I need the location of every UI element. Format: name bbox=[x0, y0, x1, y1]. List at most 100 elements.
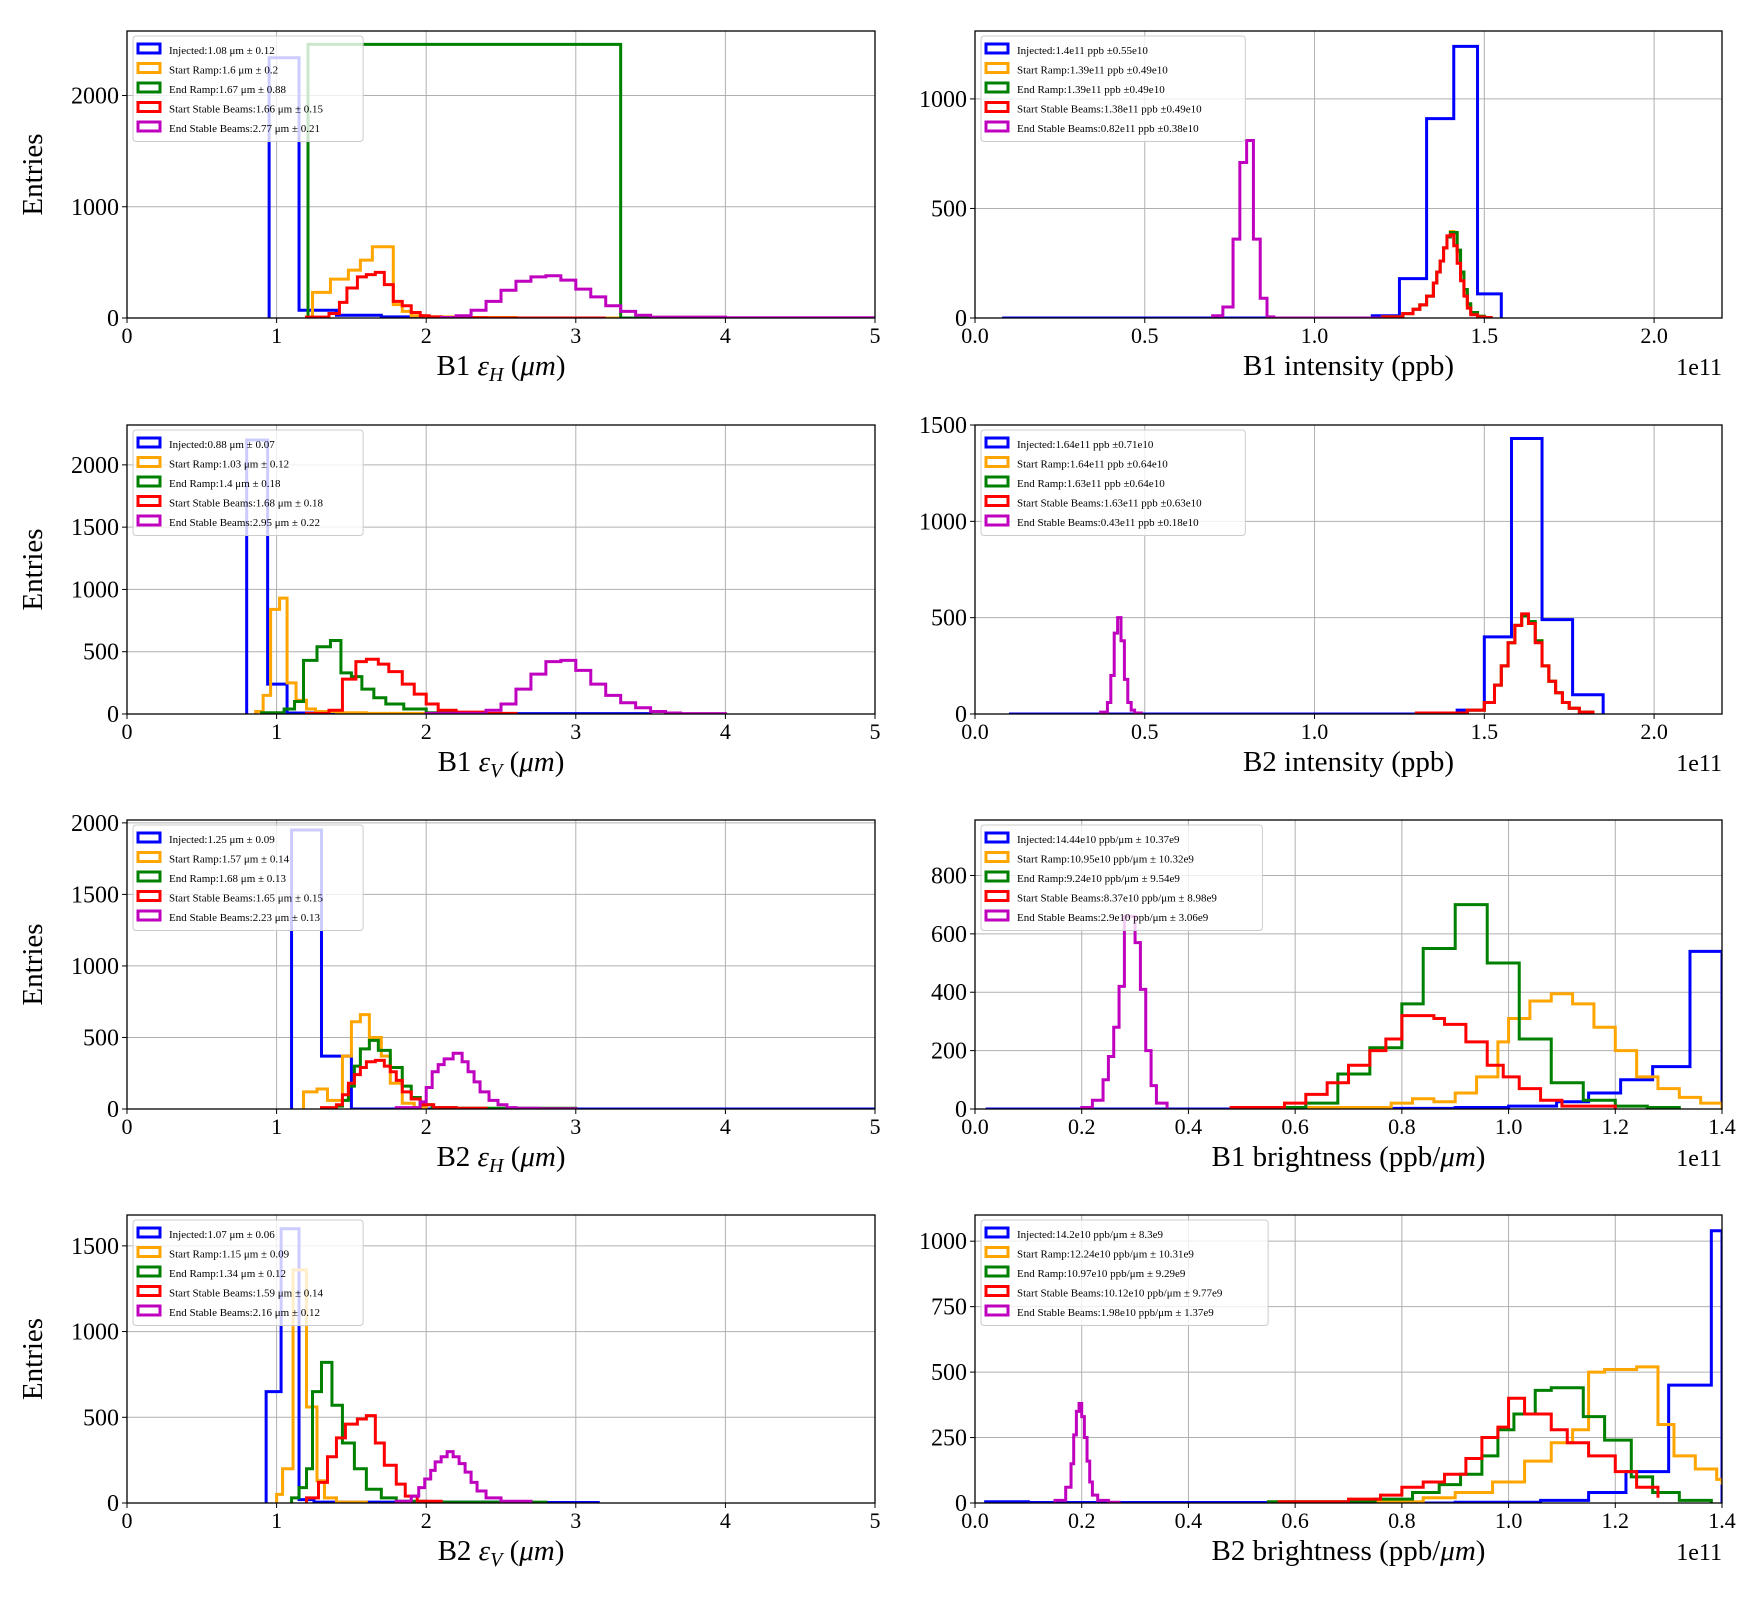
offset-label: 1e11 bbox=[1676, 1146, 1722, 1172]
legend: Injected:0.88 μm ± 0.07 Start Ramp:1.03 μ… bbox=[132, 429, 364, 536]
y-tick-label: 1000 bbox=[71, 1320, 119, 1346]
legend-label: End Stable Beams:2.16 μm ± 0.12 bbox=[169, 1307, 320, 1319]
x-tick-label: 2 bbox=[421, 323, 432, 348]
panel-b2-brightness: 0.0 0.2 0.4 0.6 0.8 1.0 1.2 1.4 0 250 500 750 1000 B2… bbox=[919, 1214, 1736, 1567]
histogram-start-stable-beams bbox=[305, 657, 518, 714]
x-tick-label: 0.2 bbox=[1068, 1114, 1096, 1139]
histogram-end-stable-beams bbox=[439, 274, 875, 318]
axes-frame bbox=[126, 30, 876, 319]
legend-label: Injected:1.4e11 ppb ±0.55e10 bbox=[1017, 45, 1148, 57]
y-tick-label: 0 bbox=[955, 1491, 967, 1517]
x-axis-label: B2 intensity (ppb) bbox=[1243, 746, 1454, 778]
legend-label: End Ramp:1.39e11 ppb ±0.49e10 bbox=[1017, 84, 1165, 96]
legend-swatch bbox=[984, 1265, 1010, 1278]
legend-label: End Ramp:9.24e10 ppb/μm ± 9.54e9 bbox=[1017, 873, 1180, 885]
legend: Injected:1.07 μm ± 0.06 Start Ramp:1.15 μ… bbox=[132, 1219, 364, 1326]
histogram-end-stable-beams bbox=[424, 658, 727, 714]
x-tick-label: 0.5 bbox=[1131, 323, 1159, 348]
histogram-injected bbox=[1008, 436, 1605, 714]
legend-label: Start Ramp:1.03 μm ± 0.12 bbox=[169, 459, 289, 471]
legend-label: Start Ramp:10.95e10 ppb/μm ± 10.32e9 bbox=[1017, 854, 1194, 866]
legend-swatch bbox=[136, 436, 162, 449]
histogram-start-ramp bbox=[254, 596, 428, 714]
legend-swatch bbox=[984, 101, 1010, 113]
legend-swatch bbox=[984, 81, 1010, 94]
x-axis-label: B2 εV (μm) bbox=[438, 1535, 565, 1571]
x-tick-label: 0.0 bbox=[961, 1114, 989, 1139]
x-tick-label: 1.0 bbox=[1495, 1114, 1523, 1139]
legend-swatch bbox=[136, 870, 162, 883]
x-tick-label: 1 bbox=[271, 1508, 282, 1533]
legend-frame bbox=[980, 429, 1246, 536]
y-tick-label: 0 bbox=[955, 306, 967, 332]
y-tick-label: 2000 bbox=[71, 453, 119, 479]
histogram-end-stable-beams bbox=[1080, 914, 1169, 1109]
y-tick-label: 1500 bbox=[71, 515, 119, 541]
legend-swatch bbox=[984, 1304, 1010, 1317]
x-axis-label: B1 brightness (ppb/μm) bbox=[1212, 1141, 1486, 1173]
legend-swatch bbox=[984, 42, 1010, 55]
legend: Injected:1.4e11 ppb ±0.55e10 Start Ramp:1… bbox=[980, 35, 1246, 142]
legend-swatch bbox=[984, 120, 1010, 133]
legend-label: End Ramp:1.4 μm ± 0.18 bbox=[169, 478, 281, 490]
y-tick-label: 1000 bbox=[71, 954, 119, 980]
x-tick-label: 0.5 bbox=[1131, 719, 1159, 744]
x-tick-label: 1.5 bbox=[1471, 719, 1499, 744]
x-tick-label: 0.6 bbox=[1281, 1508, 1309, 1533]
histogram-end-stable-beams bbox=[394, 1450, 533, 1503]
legend-label: End Stable Beams:2.9e10 ppb/μm ± 3.06e9 bbox=[1017, 912, 1209, 924]
panel-b1-intensity: 0.0 0.5 1.0 1.5 2.0 0 500 1000 B1 intensity (ppb… bbox=[919, 30, 1723, 382]
legend-label: Start Stable Beams:1.65 μm ± 0.15 bbox=[169, 893, 324, 905]
legend-swatch bbox=[136, 495, 162, 507]
histogram-start-stable-beams bbox=[1414, 612, 1595, 714]
legend-label: Start Ramp:1.15 μm ± 0.09 bbox=[169, 1249, 290, 1261]
axes-frame bbox=[126, 819, 876, 1110]
x-tick-label: 0 bbox=[122, 719, 133, 744]
legend-frame bbox=[980, 35, 1246, 142]
histogram-start-stable-beams bbox=[319, 1058, 488, 1109]
x-tick-label: 4 bbox=[720, 1114, 731, 1139]
histogram-start-ramp bbox=[1293, 992, 1722, 1109]
histogram-end-ramp bbox=[260, 639, 488, 714]
x-tick-label: 1.0 bbox=[1301, 323, 1329, 348]
histogram-start-ramp bbox=[1347, 1365, 1722, 1503]
x-tick-label: 0.4 bbox=[1175, 1114, 1203, 1139]
legend-swatch bbox=[136, 1285, 162, 1297]
histogram-injected bbox=[1002, 44, 1503, 318]
legend-swatch bbox=[136, 514, 162, 527]
x-tick-label: 0.4 bbox=[1175, 1508, 1203, 1533]
x-tick-label: 1 bbox=[271, 1114, 282, 1139]
y-tick-label: 1500 bbox=[919, 413, 967, 439]
series-group bbox=[985, 903, 1722, 1109]
legend-frame bbox=[980, 1219, 1269, 1326]
histogram-end-ramp bbox=[334, 1038, 578, 1109]
y-tick-label: 500 bbox=[931, 1360, 967, 1386]
y-tick-label: 1000 bbox=[919, 1229, 967, 1255]
legend-swatch bbox=[984, 909, 1010, 922]
legend-label: End Stable Beams:2.77 μm ± 0.21 bbox=[169, 123, 320, 135]
y-axis-label: Entries bbox=[17, 133, 49, 215]
x-tick-label: 1.2 bbox=[1602, 1114, 1630, 1139]
legend-swatch bbox=[136, 1304, 162, 1317]
y-tick-label: 1000 bbox=[71, 195, 119, 221]
x-tick-label: 3 bbox=[570, 1508, 581, 1533]
x-axis-label: B1 εV (μm) bbox=[438, 746, 565, 782]
y-tick-label: 0 bbox=[955, 1097, 967, 1123]
panel-b2-eh: 0 1 2 3 4 5 0 500 1000 1500 2000 B2 εH (μm) Entries I… bbox=[17, 811, 881, 1177]
histogram-end-stable-beams bbox=[1211, 139, 1383, 318]
y-tick-label: 1000 bbox=[919, 87, 967, 113]
legend-swatch bbox=[984, 62, 1010, 74]
legend-label: End Ramp:1.67 μm ± 0.88 bbox=[169, 84, 287, 96]
panel-b1-brightness: 0.0 0.2 0.4 0.6 0.8 1.0 1.2 1.4 0 200 400 600 800 B1 … bbox=[931, 819, 1736, 1173]
histogram-start-stable-beams bbox=[305, 1414, 443, 1503]
legend-swatch bbox=[984, 436, 1010, 449]
x-tick-label: 2 bbox=[421, 1114, 432, 1139]
legend-swatch bbox=[136, 42, 162, 55]
y-tick-label: 1000 bbox=[919, 509, 967, 535]
legend-swatch bbox=[136, 62, 162, 74]
x-tick-label: 2.0 bbox=[1640, 719, 1668, 744]
x-tick-label: 1 bbox=[271, 719, 282, 744]
x-tick-label: 2 bbox=[421, 1508, 432, 1533]
y-tick-label: 0 bbox=[955, 702, 967, 728]
x-tick-label: 5 bbox=[870, 323, 881, 348]
